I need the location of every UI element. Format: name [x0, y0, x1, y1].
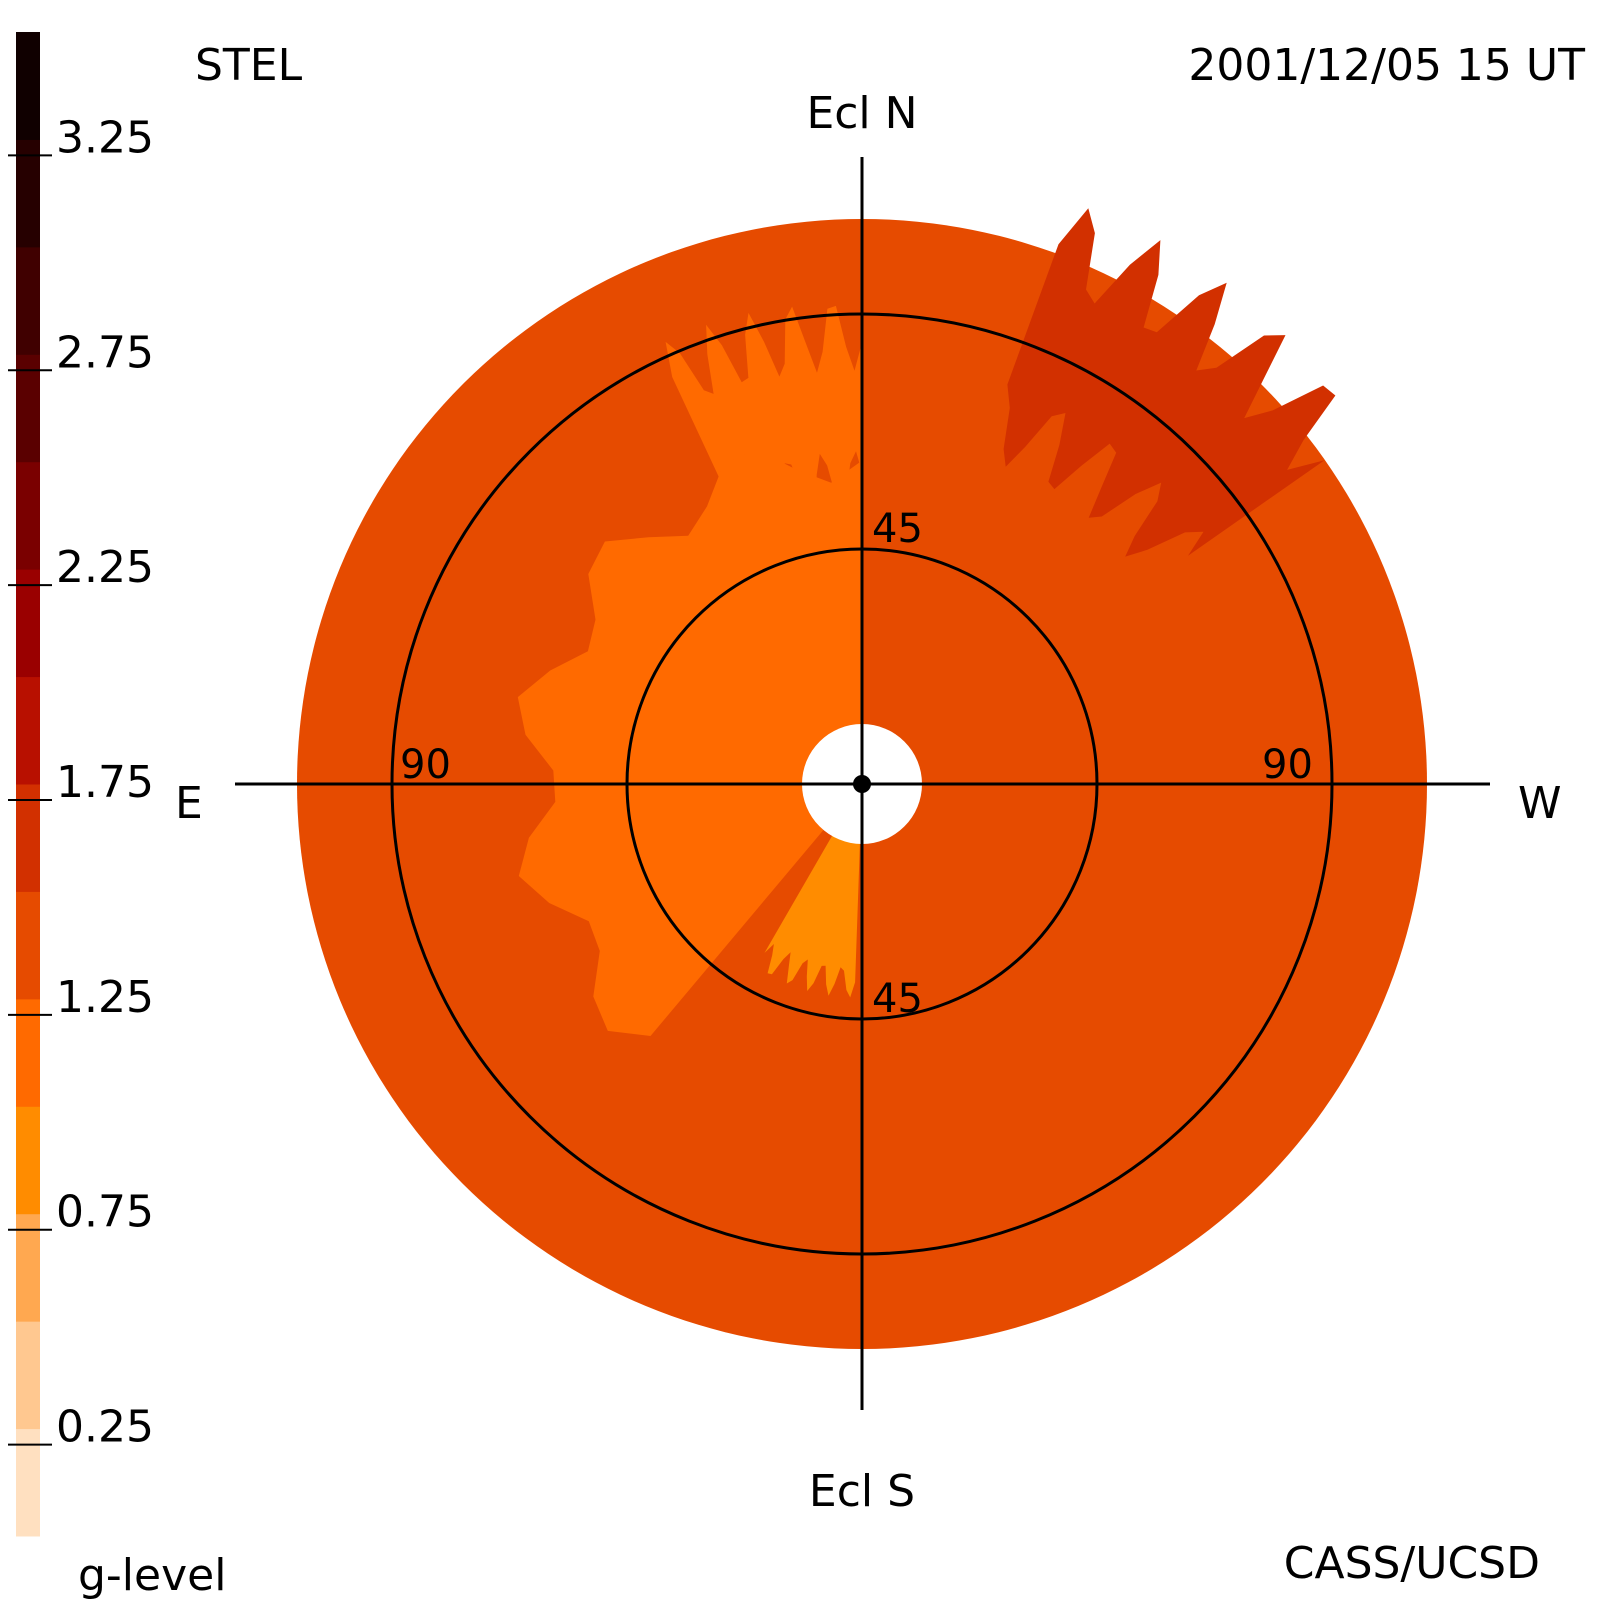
colorbar-segment-8 — [16, 569, 40, 678]
ring-label-45-top: 45 — [872, 506, 923, 552]
instrument-label: STEL — [195, 40, 303, 91]
colorbar-segment-6 — [16, 784, 40, 892]
timestamp-label: 2001/12/05 15 UT — [1188, 40, 1585, 91]
ring-label-90-left: 90 — [400, 742, 451, 788]
ring-label-45-bottom: 45 — [872, 976, 923, 1022]
colorbar-segment-1 — [16, 1321, 40, 1430]
colorbar-tick-label-2: 2.25 — [56, 542, 154, 593]
colorbar — [16, 32, 40, 1537]
colorbar-segment-7 — [16, 676, 40, 785]
depleted-region-inner-se — [764, 826, 860, 998]
ring-label-90-right: 90 — [1262, 742, 1313, 788]
enhanced-region-nw — [1003, 208, 1336, 557]
depleted-region-ne — [665, 305, 862, 531]
colorbar-segment-0 — [16, 1428, 40, 1537]
direction-label-west: W — [1518, 778, 1562, 829]
colorbar-segment-12 — [16, 139, 40, 248]
colorbar-segment-4 — [16, 998, 40, 1107]
colorbar-segment-9 — [16, 461, 40, 570]
colorbar-tick-label-3: 1.75 — [56, 757, 154, 808]
colorbar-segment-3 — [16, 1106, 40, 1215]
colorbar-segment-5 — [16, 891, 40, 1000]
colorbar-segment-13 — [16, 32, 40, 140]
colorbar-segment-11 — [16, 246, 40, 355]
sky-map-regions — [517, 208, 1336, 1036]
credit-label: CASS/UCSD — [1284, 1538, 1540, 1589]
sky-map-grid — [235, 157, 1490, 1410]
colorbar-ticks: 3.25 2.75 2.25 1.75 1.25 0.75 0.25 — [8, 112, 154, 1453]
depleted-region-inner-e — [517, 449, 862, 1036]
direction-label-south: Ecl S — [809, 1466, 915, 1517]
direction-label-east: E — [175, 778, 203, 829]
colorbar-label: g-level — [78, 1550, 226, 1600]
colorbar-segment-10 — [16, 354, 40, 463]
colorbar-tick-label-0: 3.25 — [56, 112, 154, 163]
direction-label-north: Ecl N — [806, 88, 917, 139]
colorbar-tick-label-5: 0.75 — [56, 1187, 154, 1238]
colorbar-tick-label-1: 2.75 — [56, 327, 154, 378]
colorbar-tick-label-4: 1.25 — [56, 972, 154, 1023]
colorbar-segment-2 — [16, 1213, 40, 1322]
colorbar-tick-label-6: 0.25 — [56, 1402, 154, 1453]
sun-center-marker — [853, 775, 871, 793]
